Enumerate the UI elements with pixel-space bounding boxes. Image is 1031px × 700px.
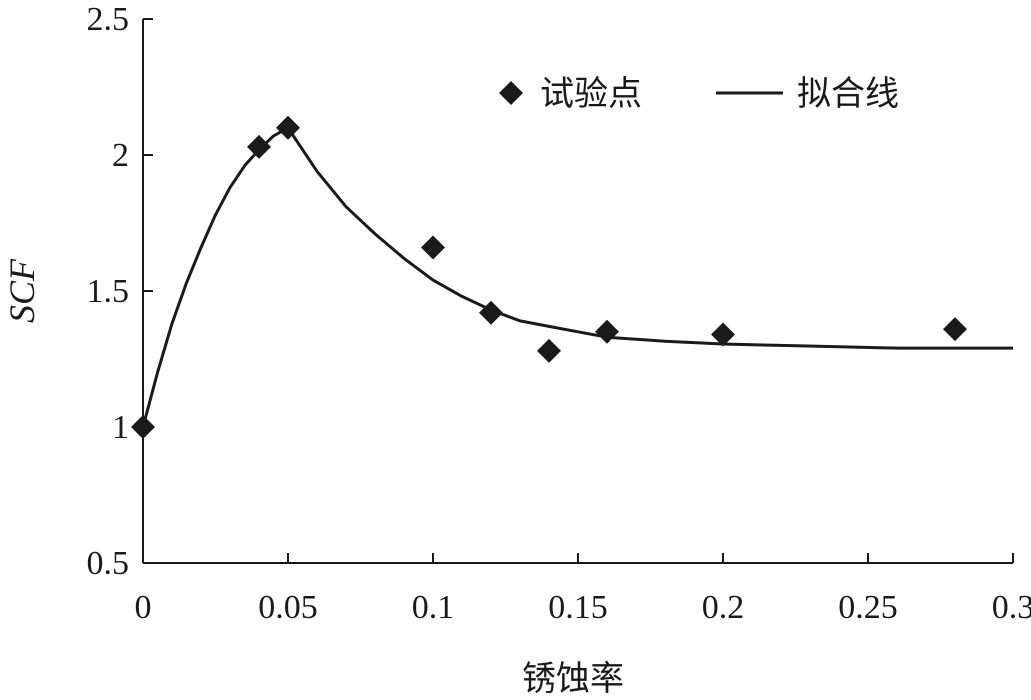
x-tick-label: 0.05: [258, 589, 318, 626]
x-tick-label: 0.1: [412, 589, 455, 626]
axes: 0.5 1 1.5 2 2.5 0 0.05 0.1 0.15 0.2 0.25 0.3: [87, 1, 1031, 626]
data-point-diamond: [537, 338, 561, 363]
data-point-diamond: [247, 134, 271, 159]
legend-label-fit-line: 拟合线: [797, 74, 899, 114]
fit-line: [141, 126, 1013, 428]
x-tick-label: 0.3: [992, 589, 1031, 626]
y-tick-label: 2.5: [87, 1, 130, 38]
y-tick-label: 2: [112, 137, 129, 174]
data-point-diamond: [421, 235, 445, 260]
data-point-diamond: [479, 300, 503, 325]
data-point-diamond: [131, 415, 155, 439]
data-point-diamond: [595, 319, 619, 344]
legend-marker-diamond: [499, 81, 523, 105]
fit-line-layer: [141, 126, 1013, 428]
x-tick-label: 0.15: [548, 589, 608, 626]
data-point-diamond: [711, 322, 735, 347]
y-axis-title: SCF: [2, 258, 42, 323]
legend-label-test-points: 试验点: [540, 74, 642, 114]
x-tick-label: 0: [135, 589, 152, 626]
y-tick-label: 1: [112, 409, 129, 446]
x-tick-label: 0.25: [838, 589, 898, 626]
data-point-diamond: [276, 115, 300, 140]
points-layer: [131, 115, 967, 439]
x-tick-label: 0.2: [702, 589, 745, 626]
x-axis-title: 锈蚀率: [522, 659, 624, 699]
y-tick-label: 0.5: [87, 545, 130, 582]
y-tick-label: 1.5: [87, 273, 130, 310]
legend: 试验点 拟合线: [499, 74, 899, 114]
data-point-diamond: [943, 317, 967, 342]
